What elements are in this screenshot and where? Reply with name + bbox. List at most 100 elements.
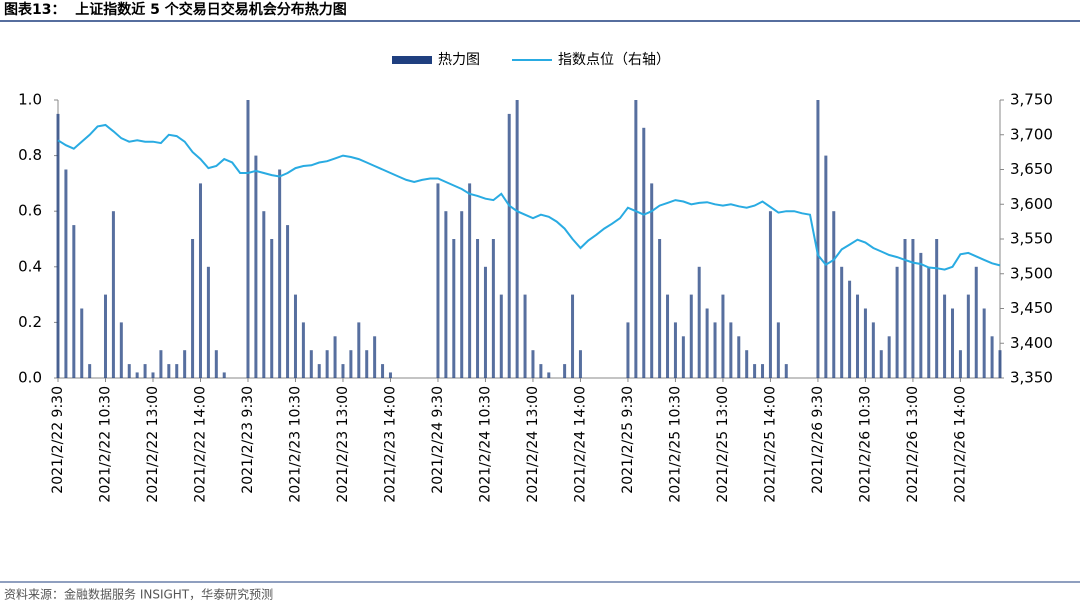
heat-bar [713, 322, 717, 378]
heat-bar [468, 183, 472, 378]
heat-bar [697, 266, 701, 378]
x-tick-label: 2021/2/23 13:00 [335, 386, 351, 503]
x-tick-label: 2021/2/26 14:00 [952, 386, 968, 503]
heat-bar [856, 294, 860, 378]
heat-bar [761, 364, 765, 378]
heat-bar [927, 266, 931, 378]
heat-bar [681, 336, 685, 378]
y-tick-label: 0.4 [18, 257, 42, 275]
heat-bar [958, 350, 962, 378]
heat-bar [325, 350, 329, 378]
heat-bar [666, 294, 670, 378]
heat-bar [151, 372, 155, 378]
heat-bar [626, 322, 630, 378]
heat-bar [72, 225, 76, 378]
heat-bar [127, 364, 131, 378]
heat-bar [990, 336, 994, 378]
legend-label: 热力图 [438, 52, 480, 68]
x-tick-label: 2021/2/26 9:30 [810, 386, 826, 494]
heat-bar [175, 364, 179, 378]
heat-bar [673, 322, 677, 378]
y2-tick-label: 3,400 [1010, 334, 1053, 352]
y-tick-label: 1.0 [18, 91, 42, 109]
heat-bar [871, 322, 875, 378]
heat-bar [191, 239, 195, 378]
y2-tick-label: 3,500 [1010, 264, 1053, 282]
heat-bar [832, 211, 836, 378]
heat-bar [103, 294, 107, 378]
heat-bar [863, 308, 867, 378]
x-tick-label: 2021/2/24 13:00 [525, 386, 541, 503]
heat-bar [246, 100, 250, 378]
x-tick-label: 2021/2/22 14:00 [192, 386, 208, 503]
heat-bar [966, 294, 970, 378]
heat-bar [159, 350, 163, 378]
heat-bar [911, 239, 915, 378]
heat-bar [816, 100, 820, 378]
heat-bar [935, 239, 939, 378]
heat-bar [349, 350, 353, 378]
chart-title: 图表13： 上证指数近 5 个交易日交易机会分布热力图 [4, 1, 347, 18]
heat-bar [531, 350, 535, 378]
heat-bar [563, 364, 567, 378]
heat-bar [919, 252, 923, 378]
heat-bar [293, 294, 297, 378]
heat-bar [974, 266, 978, 378]
heat-bar [262, 211, 266, 378]
heat-bar [476, 239, 480, 378]
x-tick-label: 2021/2/24 9:30 [430, 386, 446, 494]
y2-tick-label: 3,450 [1010, 299, 1053, 317]
heat-bar [737, 336, 741, 378]
x-tick-label: 2021/2/25 13:00 [715, 386, 731, 503]
heat-bar [903, 239, 907, 378]
heat-bar [943, 294, 947, 378]
heat-bar [539, 364, 543, 378]
heat-bar [119, 322, 123, 378]
x-tick-label: 2021/2/24 14:00 [572, 386, 588, 503]
heat-bar [745, 350, 749, 378]
heat-bar [270, 239, 274, 378]
legend-swatch [392, 56, 432, 64]
heat-bar [547, 372, 551, 378]
heat-bar [88, 364, 92, 378]
heat-bar [56, 113, 60, 379]
heat-bar [982, 308, 986, 378]
heat-bar [341, 364, 345, 378]
heat-bar [721, 294, 725, 378]
heat-bar [753, 364, 757, 378]
legend-label: 指数点位（右轴） [558, 52, 670, 68]
heat-bar [658, 239, 662, 378]
heat-bar [143, 364, 147, 378]
heat-bar [689, 294, 693, 378]
heat-bar [278, 169, 282, 378]
x-tick-label: 2021/2/22 10:30 [97, 386, 113, 503]
heat-bar [373, 336, 377, 378]
heat-bar [214, 350, 218, 378]
y2-tick-label: 3,600 [1010, 195, 1053, 213]
x-tick-label: 2021/2/24 10:30 [477, 386, 493, 503]
x-tick-label: 2021/2/22 9:30 [50, 386, 66, 494]
heat-bar [776, 322, 780, 378]
heat-bar [198, 183, 202, 378]
heat-bar [824, 155, 828, 378]
heat-bar [452, 239, 456, 378]
x-tick-label: 2021/2/23 14:00 [382, 386, 398, 503]
heat-bar [167, 364, 171, 378]
heat-bar [333, 336, 337, 378]
y2-tick-label: 3,750 [1010, 91, 1053, 109]
y2-tick-label: 3,350 [1010, 369, 1053, 387]
heat-bar [642, 127, 646, 378]
heat-bar [388, 372, 392, 378]
heat-bar [887, 336, 891, 378]
heat-bar [998, 350, 1002, 378]
x-tick-label: 2021/2/22 13:00 [145, 386, 161, 503]
heat-bar [64, 169, 68, 378]
x-tick-label: 2021/2/26 13:00 [905, 386, 921, 503]
x-tick-label: 2021/2/23 9:30 [240, 386, 256, 494]
heat-bar [80, 308, 84, 378]
heat-bar [381, 364, 385, 378]
heat-bar [183, 350, 187, 378]
heat-bar [784, 364, 788, 378]
y-tick-label: 0.8 [18, 146, 42, 164]
